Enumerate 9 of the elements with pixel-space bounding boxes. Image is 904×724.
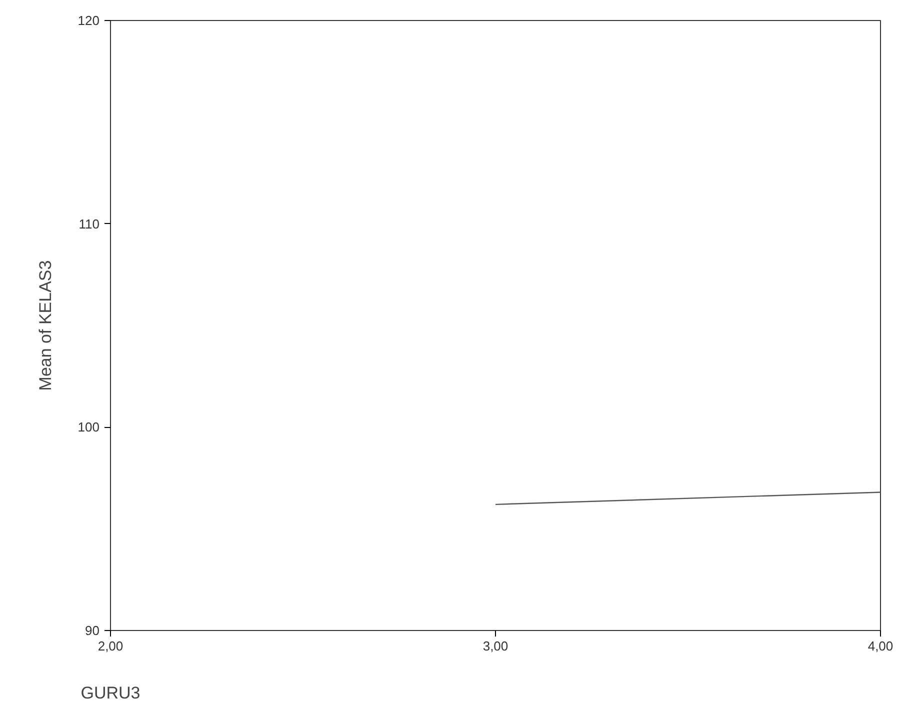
y-tick-label: 100 [78, 420, 100, 435]
y-axis-title: Mean of KELAS3 [36, 260, 55, 391]
x-axis-title: GURU3 [80, 684, 140, 702]
y-tick-label: 90 [85, 623, 100, 638]
y-tick-label: 120 [78, 13, 100, 28]
x-tick-label: 2,00 [98, 638, 124, 654]
x-tick-label: 3,00 [482, 638, 508, 654]
x-tick-label: 4,00 [868, 638, 894, 654]
y-tick-label: 110 [78, 216, 100, 232]
